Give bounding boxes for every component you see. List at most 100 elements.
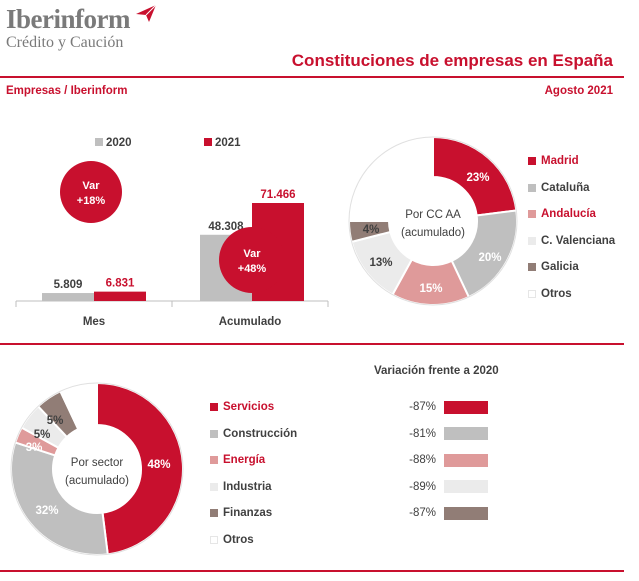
variation-value: -88% [409, 454, 436, 467]
legend-label: Galicia [541, 261, 579, 274]
legend-item: Andalucía [528, 201, 615, 228]
legend-swatch [528, 157, 536, 166]
footer-divider [0, 570, 624, 572]
donut-center-label: Por CC AA [405, 209, 461, 221]
slice-value-label: 15% [419, 283, 442, 295]
header-divider [0, 76, 624, 78]
page-title: Constituciones de empresas en España [291, 51, 613, 70]
legend-label: Cataluña [541, 181, 590, 194]
variation-bubble [60, 161, 122, 223]
legend-item: Galicia [528, 254, 615, 281]
variation-title: Variación frente a 2020 [374, 365, 499, 377]
slice-value-label: 20% [478, 252, 501, 264]
legend-item: Energía [210, 447, 297, 474]
variation-swatch [444, 400, 488, 414]
date-label: Agosto 2021 [544, 85, 613, 97]
bar-value-label: 6.831 [106, 278, 135, 290]
legend-swatch [528, 183, 536, 192]
donut-outline [348, 136, 518, 306]
variation-row: -87% [380, 500, 488, 527]
category-label: Acumulado [219, 316, 282, 328]
bar-value-label: 5.809 [54, 279, 83, 291]
variation-bubble-value: +48% [238, 263, 267, 275]
variation-row: -87% [380, 394, 488, 421]
bar-2020-Mes [42, 293, 94, 301]
legend-swatch-2020 [95, 138, 103, 146]
variation-swatch [444, 453, 488, 467]
legend-label: Otros [223, 533, 254, 546]
variation-value: -87% [409, 507, 436, 520]
legend-item: C. Valenciana [528, 228, 615, 255]
logo-subtext: Crédito y Caución [6, 34, 124, 51]
logo-text: Iberinform [6, 4, 130, 34]
slice-value-label: 5% [47, 415, 64, 427]
legend-swatch-2021 [204, 138, 212, 146]
legend-swatch [210, 403, 218, 412]
variation-value: -87% [409, 401, 436, 414]
section-divider [0, 343, 624, 345]
legend-label: C. Valenciana [541, 234, 616, 247]
legend-swatch [210, 429, 218, 438]
plane-logo-icon [136, 4, 157, 22]
variation-bubble [219, 227, 285, 293]
legend-item: Cataluña [528, 175, 615, 202]
slice-value-label: 4% [363, 224, 380, 236]
legend-item: Finanzas [210, 500, 297, 527]
variation-row: -88% [380, 447, 488, 474]
legend-label-2020: 2020 [106, 137, 132, 149]
category-label: Mes [83, 316, 105, 328]
variation-swatch [444, 480, 488, 494]
legend-label: Energía [223, 454, 266, 467]
variation-row: -81% [380, 421, 488, 448]
legend-label: Andalucía [541, 208, 596, 221]
legend-swatch [528, 263, 536, 272]
bar-value-label: 48.308 [208, 221, 244, 233]
variation-bubble-value: +18% [77, 195, 106, 207]
legend-item: Otros [528, 281, 615, 308]
donut-center-label: (acumulado) [65, 475, 129, 487]
source-label: Empresas / Iberinform [6, 85, 128, 97]
donut-center-label: Por sector [71, 457, 124, 469]
variation-row: -89% [380, 474, 488, 501]
slice-value-label: 48% [147, 459, 170, 471]
slice-value-label: 13% [369, 257, 392, 269]
legend-item: Otros [210, 527, 297, 554]
legend-item: Industria [210, 474, 297, 501]
slice-value-label: 32% [35, 505, 58, 517]
donut-center-label: (acumulado) [401, 227, 465, 239]
donut-outline [10, 382, 184, 556]
legend-label: Servicios [223, 401, 275, 414]
legend-item: Construcción [210, 421, 297, 448]
legend-swatch [210, 456, 218, 465]
legend-label: Madrid [541, 155, 579, 168]
legend-item: Servicios [210, 394, 297, 421]
legend-label: Industria [223, 480, 272, 493]
variation-swatch [444, 427, 488, 441]
pie-chart-ccaa: 23% 20% 15% 13% 4% Por CC AA (acumulado) [347, 135, 518, 306]
legend-label: Otros [541, 287, 572, 300]
legend-swatch [528, 210, 536, 219]
slice-value-label: 3% [26, 442, 43, 454]
bar-2021-Mes [94, 291, 146, 301]
legend-label: Finanzas [223, 507, 273, 520]
slice-value-label: 5% [34, 429, 51, 441]
legend-swatch [210, 482, 218, 491]
variation-value: -89% [409, 480, 436, 493]
variation-value: -81% [409, 427, 436, 440]
legend-label-2021: 2021 [215, 137, 241, 149]
legend-swatch [210, 535, 218, 544]
legend-sector: Servicios Construcción Energía Industria Fin… [210, 394, 297, 553]
legend-label: Construcción [223, 427, 298, 440]
legend-item: Madrid [528, 148, 615, 175]
pie-chart-sector: 48%32%3%5%5%Por sector(acumulado) [10, 381, 184, 556]
variation-bubble-label: Var [82, 180, 100, 192]
legend-swatch [528, 289, 536, 298]
legend-swatch [528, 236, 536, 245]
legend-ccaa: Madrid Cataluña Andalucía C. Valenciana Gali… [528, 148, 615, 307]
slice-value-label: 23% [466, 172, 489, 184]
bar-chart: 2020 2021 5.809 6.831 Mes 48.308 71.466 Acumula… [15, 137, 329, 328]
bar-value-label: 71.466 [260, 189, 295, 201]
legend-swatch [210, 509, 218, 518]
variation-bubble-label: Var [243, 248, 261, 260]
variation-swatch [444, 506, 488, 520]
